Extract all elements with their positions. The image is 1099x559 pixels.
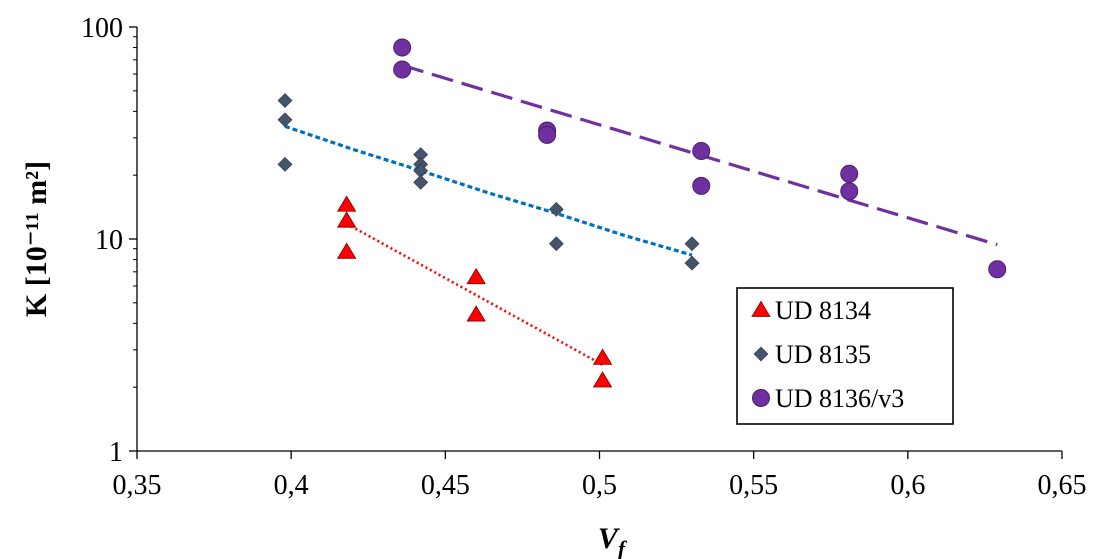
x-tick-label: 0,4 <box>274 470 309 501</box>
legend-label: UD 8136/v3 <box>775 384 904 413</box>
x-tick-label: 0,6 <box>890 470 925 501</box>
data-point <box>393 38 412 57</box>
data-point <box>336 195 357 212</box>
axes-layer <box>129 26 1063 459</box>
data-point <box>336 211 357 228</box>
data-point <box>684 255 700 271</box>
y-axis-label: K [10⁻¹¹ m²] <box>20 161 53 317</box>
data-point <box>413 174 429 190</box>
data-point <box>277 156 293 172</box>
data-point <box>277 112 293 128</box>
data-point <box>988 260 1007 279</box>
data-point <box>538 125 557 144</box>
y-tick-label: 10 <box>95 225 123 256</box>
series-1-points <box>336 195 613 388</box>
data-point <box>277 93 293 108</box>
legend-marker <box>753 346 769 362</box>
data-point <box>684 236 700 252</box>
x-tick-label: 0,55 <box>729 470 778 501</box>
data-point <box>393 60 412 79</box>
x-tick-label: 0,45 <box>421 470 470 501</box>
legend-marker <box>751 300 771 317</box>
data-point <box>592 371 613 388</box>
axis-labels: 1 10 100 0,35 0,4 0,45 0,5 0,55 0,6 0,65 Vf K [10⁻¹… <box>20 13 1087 559</box>
legend-marker <box>752 389 770 407</box>
trendline-2 <box>284 124 693 257</box>
data-point <box>692 176 711 195</box>
legend-label: UD 8135 <box>775 340 871 369</box>
legend: UD 8134 UD 8135 UD 8136/v3 <box>736 287 954 425</box>
x-tick-label: 0,35 <box>113 470 162 501</box>
data-point <box>692 142 711 161</box>
y-tick-label: 1 <box>109 437 123 468</box>
data-point <box>548 201 564 217</box>
y-tick-label: 100 <box>81 13 123 44</box>
trendline-1 <box>346 222 604 366</box>
legend-label: UD 8134 <box>775 296 871 325</box>
x-axis-label: Vf <box>598 522 628 559</box>
series-3-points <box>393 38 1007 279</box>
data-point <box>840 164 859 183</box>
data-point <box>336 242 357 259</box>
legend-box <box>736 287 954 425</box>
data-point <box>840 182 859 201</box>
x-tick-label: 0,5 <box>582 470 617 501</box>
points-layer <box>277 38 1007 388</box>
x-tick-label: 0,65 <box>1038 470 1087 501</box>
data-point <box>548 236 564 252</box>
data-point <box>466 267 486 285</box>
data-point <box>466 305 486 322</box>
series-2-points <box>277 93 700 271</box>
data-point <box>592 348 613 365</box>
